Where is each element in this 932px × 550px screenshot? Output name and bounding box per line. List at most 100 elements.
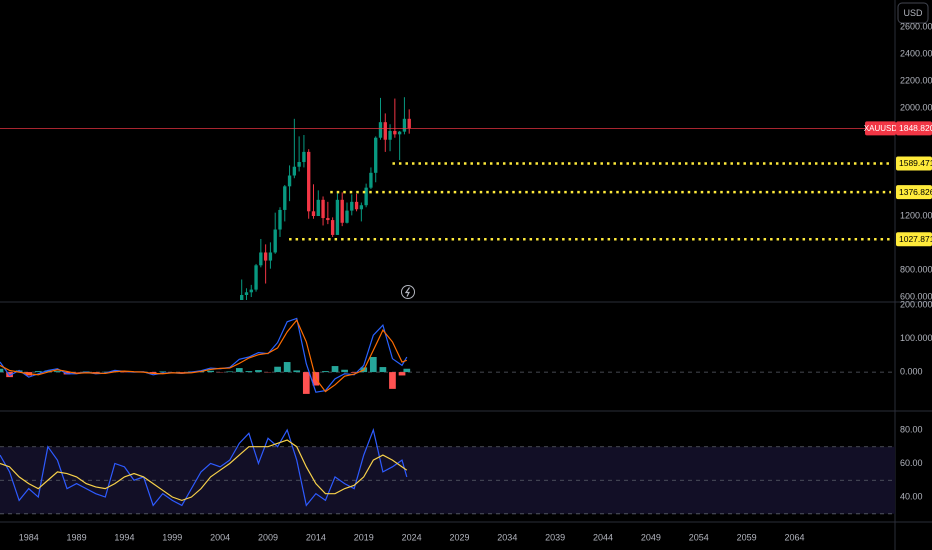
histogram-bar — [0, 368, 4, 373]
candle-body — [388, 130, 392, 140]
icon-bolt[interactable] — [404, 287, 410, 297]
histogram-bar — [226, 371, 234, 373]
level-label: 1027.871 — [899, 234, 932, 244]
histogram-bar — [274, 366, 281, 373]
y-tick-label: 100.000 — [900, 333, 932, 343]
icon-circle[interactable] — [401, 285, 415, 299]
candle-body — [369, 172, 373, 188]
y-tick-label: 1200.000 — [900, 210, 932, 220]
button-frame[interactable] — [897, 2, 929, 24]
histogram-bar — [159, 371, 167, 373]
price-tag — [896, 121, 932, 136]
x-tick-label: 2019 — [354, 532, 374, 542]
y-tick-label: 2000.000 — [900, 102, 932, 112]
series-line — [0, 427, 408, 507]
pane — [0, 427, 895, 515]
x-tick-label: 2039 — [545, 532, 565, 542]
candle-body — [259, 252, 263, 266]
candle-body — [407, 118, 411, 129]
y-tick-label: 40.00 — [900, 491, 923, 501]
candle-body — [278, 209, 282, 230]
candle-body — [249, 289, 253, 293]
candle-body — [321, 199, 325, 219]
x-tick-label: 2009 — [258, 532, 278, 542]
candle-body — [263, 252, 268, 261]
histogram-bar — [322, 371, 329, 373]
symbol-label: XAUUSD — [864, 124, 898, 133]
x-tick-label: 2064 — [784, 532, 804, 542]
level-tag — [896, 156, 932, 171]
y-tick-label: 200.000 — [900, 299, 932, 309]
y-tick-label: 2400.000 — [900, 48, 932, 58]
candle-body — [374, 137, 378, 173]
histogram-bar — [389, 372, 396, 389]
candle-body — [397, 131, 402, 135]
candle-body — [292, 166, 297, 176]
level-tag — [896, 232, 932, 247]
currency-button[interactable]: USD — [897, 2, 929, 24]
series-line — [0, 317, 408, 393]
candle-body — [402, 118, 407, 132]
candle-body — [273, 229, 277, 253]
candle-body — [311, 211, 316, 217]
candle-body — [378, 122, 383, 138]
histogram-bar — [54, 371, 61, 373]
candle-body — [283, 186, 287, 210]
x-tick-label: 2044 — [593, 532, 613, 542]
histogram-bar — [283, 362, 291, 373]
currency-label[interactable]: USD — [903, 8, 923, 18]
y-tick-label: 600.000 — [900, 291, 932, 301]
candle-body — [244, 292, 249, 296]
x-tick-label: 1989 — [67, 532, 87, 542]
x-tick-label: 2054 — [689, 532, 709, 542]
histogram-bar — [34, 371, 42, 373]
candle-body — [359, 205, 364, 210]
x-tick-label: 2029 — [449, 532, 469, 542]
histogram-bar — [235, 368, 243, 373]
x-tick-label: 1994 — [114, 532, 134, 542]
candle-body — [364, 187, 368, 206]
level-label: 1376.826 — [899, 187, 932, 197]
histogram-bar — [149, 372, 157, 374]
candle-body — [345, 210, 349, 223]
candle-body — [287, 175, 292, 187]
histogram-bar — [245, 371, 253, 373]
histogram-bar — [293, 370, 301, 373]
y-tick-label: 60.00 — [900, 458, 923, 468]
candle-body — [335, 199, 340, 235]
pane — [240, 97, 411, 300]
candle-body — [254, 265, 258, 290]
level-label: 1589.471 — [899, 158, 932, 168]
replay-icon[interactable] — [401, 285, 415, 299]
histogram-bar — [369, 357, 377, 373]
symbol-tag — [865, 121, 896, 136]
pane — [0, 317, 895, 394]
candle-body — [393, 130, 397, 135]
candle-body — [383, 122, 387, 140]
x-tick-label: 1984 — [19, 532, 39, 542]
histogram-bar — [403, 368, 411, 373]
y-tick-label: 800.000 — [900, 264, 932, 274]
candle-body — [240, 295, 244, 300]
x-tick-label: 2024 — [402, 532, 422, 542]
y-tick-label: 0.000 — [900, 366, 923, 376]
x-tick-label: 2014 — [306, 532, 326, 542]
candle-body — [340, 199, 344, 223]
x-tick-label: 2034 — [497, 532, 517, 542]
last-price-label: 1848.820 — [899, 123, 932, 133]
histogram-bar — [92, 372, 100, 373]
y-tick-label: 2200.000 — [900, 75, 932, 85]
x-tick-label: 2059 — [737, 532, 757, 542]
x-tick-label: 2004 — [210, 532, 230, 542]
histogram-bar — [331, 366, 339, 373]
level-tag — [896, 185, 932, 200]
candle-body — [268, 252, 273, 261]
histogram-bar — [350, 372, 358, 373]
x-tick-label: 1999 — [162, 532, 182, 542]
histogram-bar — [341, 369, 348, 373]
y-tick-label: 2600.000 — [900, 21, 932, 31]
histogram-bar — [379, 367, 387, 373]
candle-body — [297, 162, 301, 167]
